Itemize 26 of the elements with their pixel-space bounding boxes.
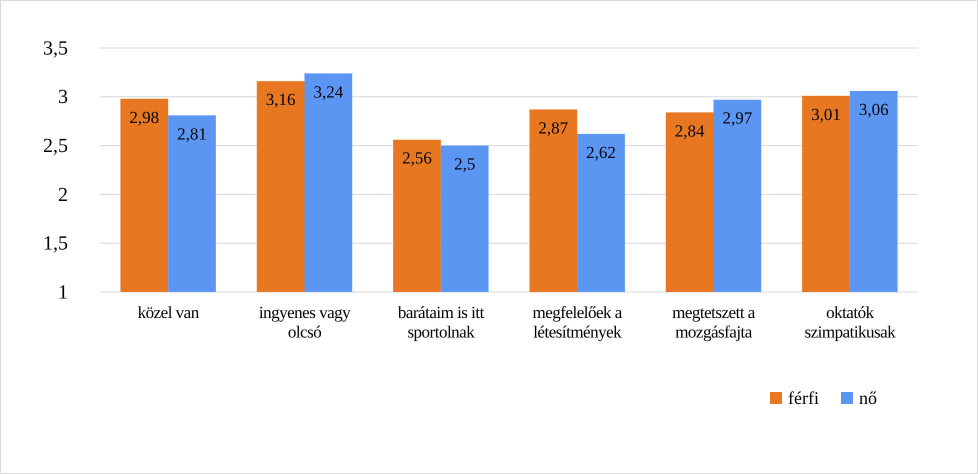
data-label: 3,01 — [811, 104, 841, 124]
data-label: 2,5 — [454, 154, 476, 174]
x-tick-label: ingyenes vagy olcsó — [258, 303, 352, 342]
data-label: 2,97 — [722, 108, 753, 128]
x-tick-label: barátaim is itt sportolnak — [398, 303, 485, 342]
x-tick-label: közel van — [138, 303, 200, 322]
data-label: 3,24 — [313, 82, 344, 102]
y-tick-label: 1 — [58, 281, 68, 304]
data-label: 2,87 — [538, 118, 569, 138]
legend-label: férfi — [788, 388, 819, 408]
data-label: 3,06 — [858, 100, 889, 119]
data-label: 2,81 — [177, 124, 207, 144]
data-label: 2,84 — [674, 121, 706, 140]
data-label: 2,98 — [129, 108, 160, 127]
y-tick-label: 1,5 — [43, 232, 68, 255]
legend-label: nő — [858, 388, 877, 408]
y-tick-label: 2 — [58, 184, 68, 206]
x-tick-label: megtetszett a mozgásfajta — [672, 303, 756, 342]
y-tick-label: 3,5 — [43, 37, 68, 60]
y-tick-label: 2,5 — [43, 135, 68, 157]
data-label: 3,16 — [266, 90, 296, 110]
x-tick-label: oktatók szimpatikusak — [804, 303, 896, 342]
x-tick-label: megfelelőek a létesítmények — [532, 303, 623, 342]
data-label: 2,56 — [402, 148, 432, 168]
y-tick-label: 3 — [58, 86, 68, 108]
data-label: 2,62 — [586, 142, 616, 162]
